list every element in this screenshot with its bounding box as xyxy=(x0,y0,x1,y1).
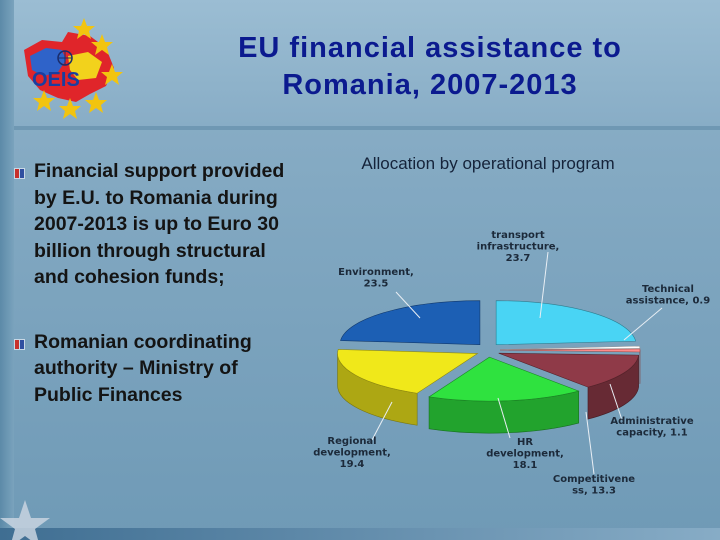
bullet-item: Financial support provided by E.U. to Ro… xyxy=(14,158,294,291)
slice-regional-development xyxy=(337,349,479,426)
bullet-list: Financial support provided by E.U. to Ro… xyxy=(14,158,294,408)
slice-regional-development-top xyxy=(337,349,479,394)
bullet-text: Financial support provided by E.U. to Ro… xyxy=(34,160,285,288)
label-line-competitiveness xyxy=(585,411,595,475)
label-line-technical xyxy=(623,307,663,341)
label-line-administrative xyxy=(609,383,623,421)
slice-administrative-capacity-top xyxy=(499,348,641,353)
label-administrative-capacity: Administrative capacity, 1.1 xyxy=(610,416,693,439)
logo-graphic: OEIS xyxy=(24,18,123,119)
label-regional-development: Regional development, 19.4 xyxy=(313,436,391,470)
label-competitiveness: Competitivene ss, 13.3 xyxy=(553,474,635,497)
chart-title: Allocation by operational program xyxy=(361,154,615,173)
slice-transport-top xyxy=(495,300,637,346)
label-transport: transport infrastructure, 23.7 xyxy=(477,230,560,264)
slice-technical-assistance xyxy=(499,345,641,350)
bottom-bar xyxy=(0,528,720,540)
slice-hr-development xyxy=(428,356,580,434)
slice-environment xyxy=(340,300,481,345)
slice-hr-development-top xyxy=(428,356,580,402)
slice-competitiveness xyxy=(498,352,639,420)
title-line-2: Romania, 2007-2013 xyxy=(282,69,578,101)
bullet-icon xyxy=(14,338,25,350)
slice-environment-top xyxy=(340,300,481,345)
label-environment: Environment, 23.5 xyxy=(338,267,414,290)
left-rail xyxy=(0,0,14,540)
title-line-1: EU financial assistance to xyxy=(238,32,622,64)
label-line-environment xyxy=(395,291,421,319)
slide-title: EU financial assistance to Romania, 2007… xyxy=(150,30,710,104)
star-icon xyxy=(0,500,50,540)
slide-header xyxy=(0,0,720,130)
logo: OEIS xyxy=(10,10,128,120)
slice-technical-assistance-top xyxy=(499,345,641,350)
bullet-icon xyxy=(14,168,25,179)
bullet-item: Romanian coordinating authority – Minist… xyxy=(14,329,294,409)
svg-text:OEIS: OEIS xyxy=(32,69,80,91)
slice-transport xyxy=(495,300,637,346)
label-technical-assistance: Technical assistance, 0.9 xyxy=(626,284,710,307)
label-hr-development: HR development, 18.1 xyxy=(486,437,564,471)
bullet-text: Romanian coordinating authority – Minist… xyxy=(34,330,252,406)
slice-administrative-capacity xyxy=(499,348,641,385)
label-line-transport xyxy=(539,251,549,319)
label-line-regional xyxy=(371,401,393,441)
label-line-hr xyxy=(497,397,511,439)
slice-competitiveness-top xyxy=(498,352,639,388)
